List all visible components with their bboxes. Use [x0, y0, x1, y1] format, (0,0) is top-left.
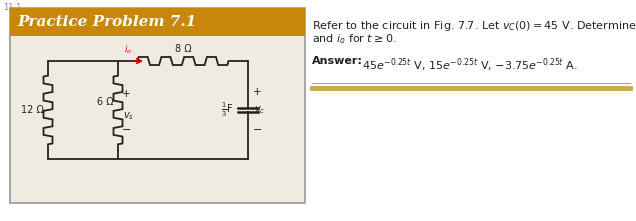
Text: Refer to the circuit in Fig. 7.7. Let $v_C(0) = 45$ V. Determine $v_C, v_x$,: Refer to the circuit in Fig. 7.7. Let $v… — [312, 19, 636, 33]
Text: $v_s$: $v_s$ — [123, 110, 134, 122]
Text: −: − — [253, 125, 263, 135]
Text: and $i_o$ for $t \geq 0$.: and $i_o$ for $t \geq 0$. — [312, 32, 396, 46]
FancyBboxPatch shape — [10, 8, 305, 36]
Text: $i_o$: $i_o$ — [124, 44, 132, 56]
Text: 12 Ω: 12 Ω — [21, 105, 44, 115]
Text: $v_c$: $v_c$ — [254, 104, 265, 116]
FancyBboxPatch shape — [10, 8, 305, 203]
Text: 8 Ω: 8 Ω — [175, 44, 191, 54]
Text: Answer:: Answer: — [312, 56, 363, 66]
Text: +: + — [253, 87, 261, 97]
Text: $\frac{1}{3}$F: $\frac{1}{3}$F — [221, 101, 234, 119]
Text: Practice Problem 7.1: Practice Problem 7.1 — [17, 15, 197, 29]
Text: +: + — [122, 89, 130, 99]
Text: 11.1: 11.1 — [3, 3, 22, 12]
Text: $45e^{-0.25t}$ V, $15e^{-0.25t}$ V, $-3.75e^{-0.25t}$ A.: $45e^{-0.25t}$ V, $15e^{-0.25t}$ V, $-3.… — [362, 56, 578, 74]
Text: 6 Ω: 6 Ω — [97, 97, 114, 107]
Text: −: − — [122, 125, 132, 135]
